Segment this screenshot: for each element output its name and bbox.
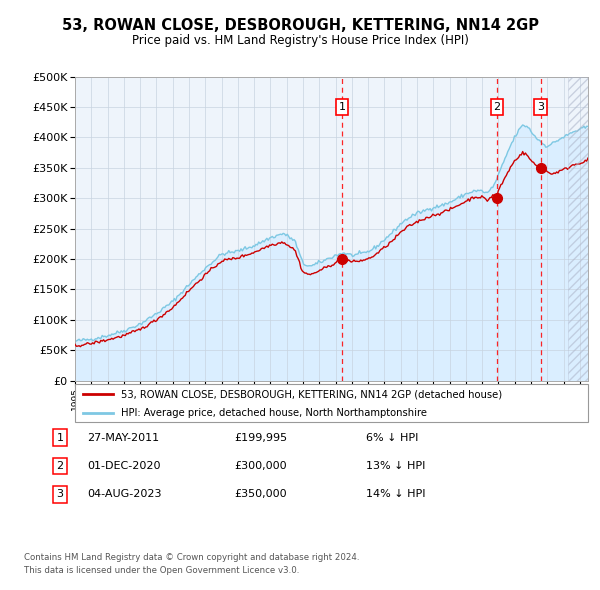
Text: Contains HM Land Registry data © Crown copyright and database right 2024.: Contains HM Land Registry data © Crown c… bbox=[24, 553, 359, 562]
Text: 13% ↓ HPI: 13% ↓ HPI bbox=[366, 461, 425, 471]
Text: 3: 3 bbox=[56, 490, 64, 499]
Text: 6% ↓ HPI: 6% ↓ HPI bbox=[366, 433, 418, 442]
Text: 27-MAY-2011: 27-MAY-2011 bbox=[87, 433, 159, 442]
Text: 01-DEC-2020: 01-DEC-2020 bbox=[87, 461, 161, 471]
Text: 14% ↓ HPI: 14% ↓ HPI bbox=[366, 490, 425, 499]
Text: 3: 3 bbox=[537, 102, 544, 112]
Text: £199,995: £199,995 bbox=[234, 433, 287, 442]
Text: 2: 2 bbox=[494, 102, 500, 112]
Text: 53, ROWAN CLOSE, DESBOROUGH, KETTERING, NN14 2GP (detached house): 53, ROWAN CLOSE, DESBOROUGH, KETTERING, … bbox=[121, 389, 502, 399]
Text: HPI: Average price, detached house, North Northamptonshire: HPI: Average price, detached house, Nort… bbox=[121, 408, 427, 418]
Text: 04-AUG-2023: 04-AUG-2023 bbox=[87, 490, 161, 499]
Text: £300,000: £300,000 bbox=[234, 461, 287, 471]
Text: £350,000: £350,000 bbox=[234, 490, 287, 499]
Text: 2: 2 bbox=[56, 461, 64, 471]
Text: This data is licensed under the Open Government Licence v3.0.: This data is licensed under the Open Gov… bbox=[24, 566, 299, 575]
Text: Price paid vs. HM Land Registry's House Price Index (HPI): Price paid vs. HM Land Registry's House … bbox=[131, 34, 469, 47]
Text: 1: 1 bbox=[56, 433, 64, 442]
Text: 1: 1 bbox=[338, 102, 346, 112]
FancyBboxPatch shape bbox=[75, 384, 588, 422]
Text: 53, ROWAN CLOSE, DESBOROUGH, KETTERING, NN14 2GP: 53, ROWAN CLOSE, DESBOROUGH, KETTERING, … bbox=[62, 18, 539, 32]
